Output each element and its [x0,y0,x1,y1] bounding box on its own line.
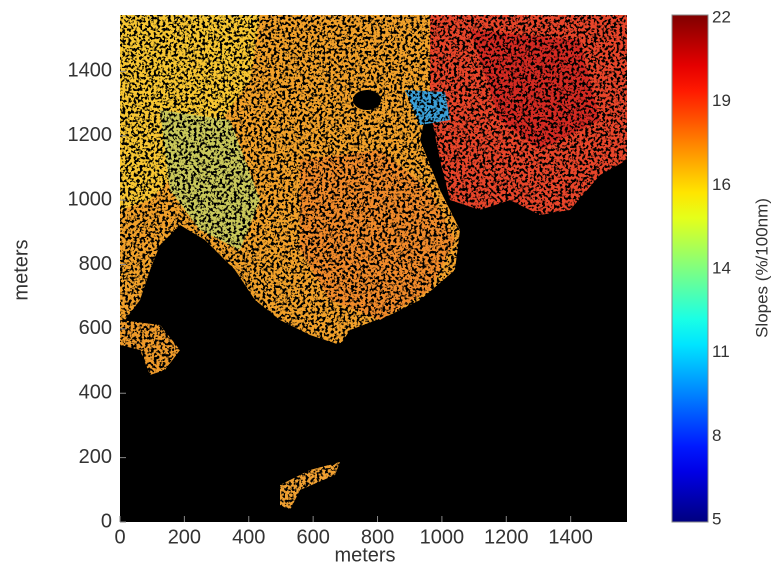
y-tick-label: 1400 [68,60,113,82]
void [353,90,381,110]
colorbar-tick-label: 11 [712,342,730,361]
colorbar-tick-label: 16 [712,175,731,194]
colorbar-tick-label: 8 [712,426,721,445]
x-axis-label: meters [334,544,395,566]
x-tick-label: 600 [296,526,329,548]
x-tick-label: 0 [114,526,125,548]
colorbar [672,15,708,522]
x-tick-label: 400 [232,526,265,548]
y-tick-label: 800 [79,253,112,275]
chart: 0200400600800100012001400020040060080010… [0,0,774,567]
y-tick-label: 600 [79,317,112,339]
y-tick-label: 400 [79,382,112,404]
colorbar-tick-label: 14 [712,258,731,277]
colorbar-tick-label: 5 [712,509,721,528]
colorbar-label: Slopes (%/100nm) [752,198,771,338]
y-axis-label: meters [10,239,32,300]
x-tick-label: 1400 [548,526,593,548]
y-tick-label: 200 [79,446,112,468]
y-tick-label: 1000 [68,188,113,210]
x-tick-label: 1000 [420,526,465,548]
colorbar-tick-label: 19 [712,91,731,110]
y-tick-label: 1200 [68,124,113,146]
x-tick-label: 1200 [484,526,529,548]
y-tick-label: 0 [101,510,112,532]
colorbar-tick-label: 22 [712,7,731,26]
x-tick-label: 200 [168,526,201,548]
